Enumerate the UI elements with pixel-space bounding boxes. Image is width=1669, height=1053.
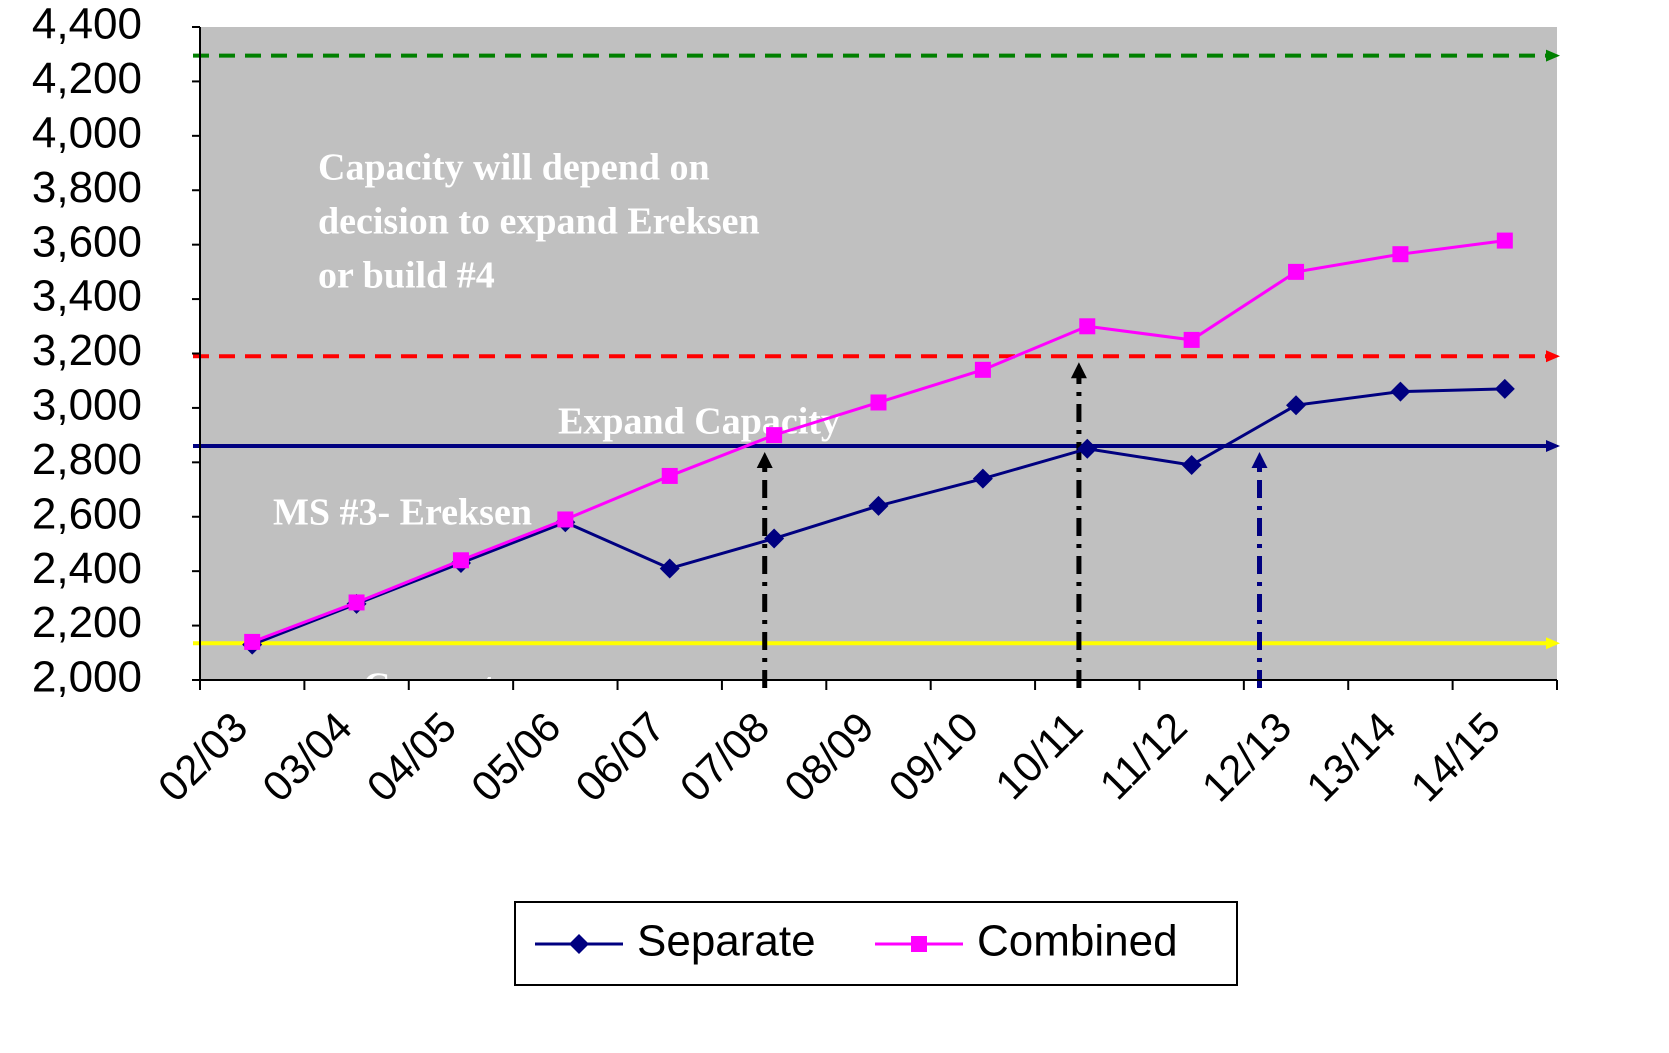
x-tick-label: 11/12 xyxy=(1091,703,1196,808)
annotation: Capacity will depend on xyxy=(318,147,710,189)
marker xyxy=(661,467,678,484)
arrowhead xyxy=(756,452,773,469)
x-tick-label: 06/07 xyxy=(566,703,674,811)
x-tick-label: 03/04 xyxy=(253,703,361,811)
reference-arrowhead xyxy=(1546,49,1560,62)
x-tick-label: 05/06 xyxy=(462,703,570,811)
marker xyxy=(557,511,574,528)
x-tick-label: 10/11 xyxy=(986,703,1091,808)
marker xyxy=(659,558,680,579)
y-tick-label: 2,000 xyxy=(32,653,142,702)
annotation: MS #3- Ereksen xyxy=(273,492,532,534)
reference-arrowhead xyxy=(1546,440,1560,453)
y-tick-label: 2,400 xyxy=(32,544,142,593)
marker xyxy=(452,552,469,569)
y-tick-label: 3,200 xyxy=(32,326,142,375)
marker xyxy=(870,394,887,411)
marker xyxy=(1183,331,1200,348)
marker xyxy=(1181,455,1202,476)
y-tick-label: 3,000 xyxy=(32,381,142,430)
x-tick-label: 14/15 xyxy=(1401,703,1509,811)
x-tick-label: 04/05 xyxy=(358,703,466,811)
reference-arrowhead xyxy=(1546,637,1560,650)
y-tick-label: 4,200 xyxy=(32,54,142,103)
marker xyxy=(972,468,993,489)
annotation: Current xyxy=(363,666,496,708)
annotation: decision to expand Ereksen xyxy=(318,201,760,243)
x-tick-label: 12/13 xyxy=(1193,703,1301,811)
marker xyxy=(868,495,889,516)
y-tick-label: 2,200 xyxy=(32,598,142,647)
marker xyxy=(1494,378,1515,399)
marker xyxy=(974,361,991,378)
x-tick-label: 08/09 xyxy=(775,703,883,811)
annotation: or build #4 xyxy=(318,255,495,297)
marker xyxy=(1079,318,1096,335)
marker xyxy=(348,594,365,611)
x-tick-label: 09/10 xyxy=(880,703,988,811)
y-tick-label: 3,800 xyxy=(32,163,142,212)
y-tick-label: 3,400 xyxy=(32,272,142,321)
x-tick-label: 07/08 xyxy=(671,703,779,811)
marker xyxy=(1286,395,1307,416)
y-tick-label: 2,600 xyxy=(32,489,142,538)
x-tick-label: 13/14 xyxy=(1297,703,1405,811)
arrowhead xyxy=(1070,362,1087,379)
y-tick-label: 4,400 xyxy=(32,0,142,49)
marker xyxy=(1288,263,1305,280)
marker xyxy=(1496,232,1513,249)
legend-label: Separate xyxy=(637,917,816,966)
legend-label: Combined xyxy=(977,917,1178,966)
y-tick-label: 2,800 xyxy=(32,435,142,484)
marker xyxy=(1390,381,1411,402)
x-tick-label: 02/03 xyxy=(149,703,257,811)
marker xyxy=(1392,246,1409,263)
annotation: Expand Capacity xyxy=(558,401,840,443)
marker xyxy=(244,633,261,650)
reference-arrowhead xyxy=(1546,350,1560,363)
marker xyxy=(569,934,589,954)
marker xyxy=(764,528,785,549)
y-tick-label: 4,000 xyxy=(32,108,142,157)
plot-area xyxy=(200,27,1557,680)
marker xyxy=(911,936,927,952)
marker xyxy=(766,427,783,444)
plot-content: Current xyxy=(363,666,496,708)
arrowhead xyxy=(1251,452,1268,469)
y-tick-label: 3,600 xyxy=(32,217,142,266)
marker xyxy=(1077,438,1098,459)
